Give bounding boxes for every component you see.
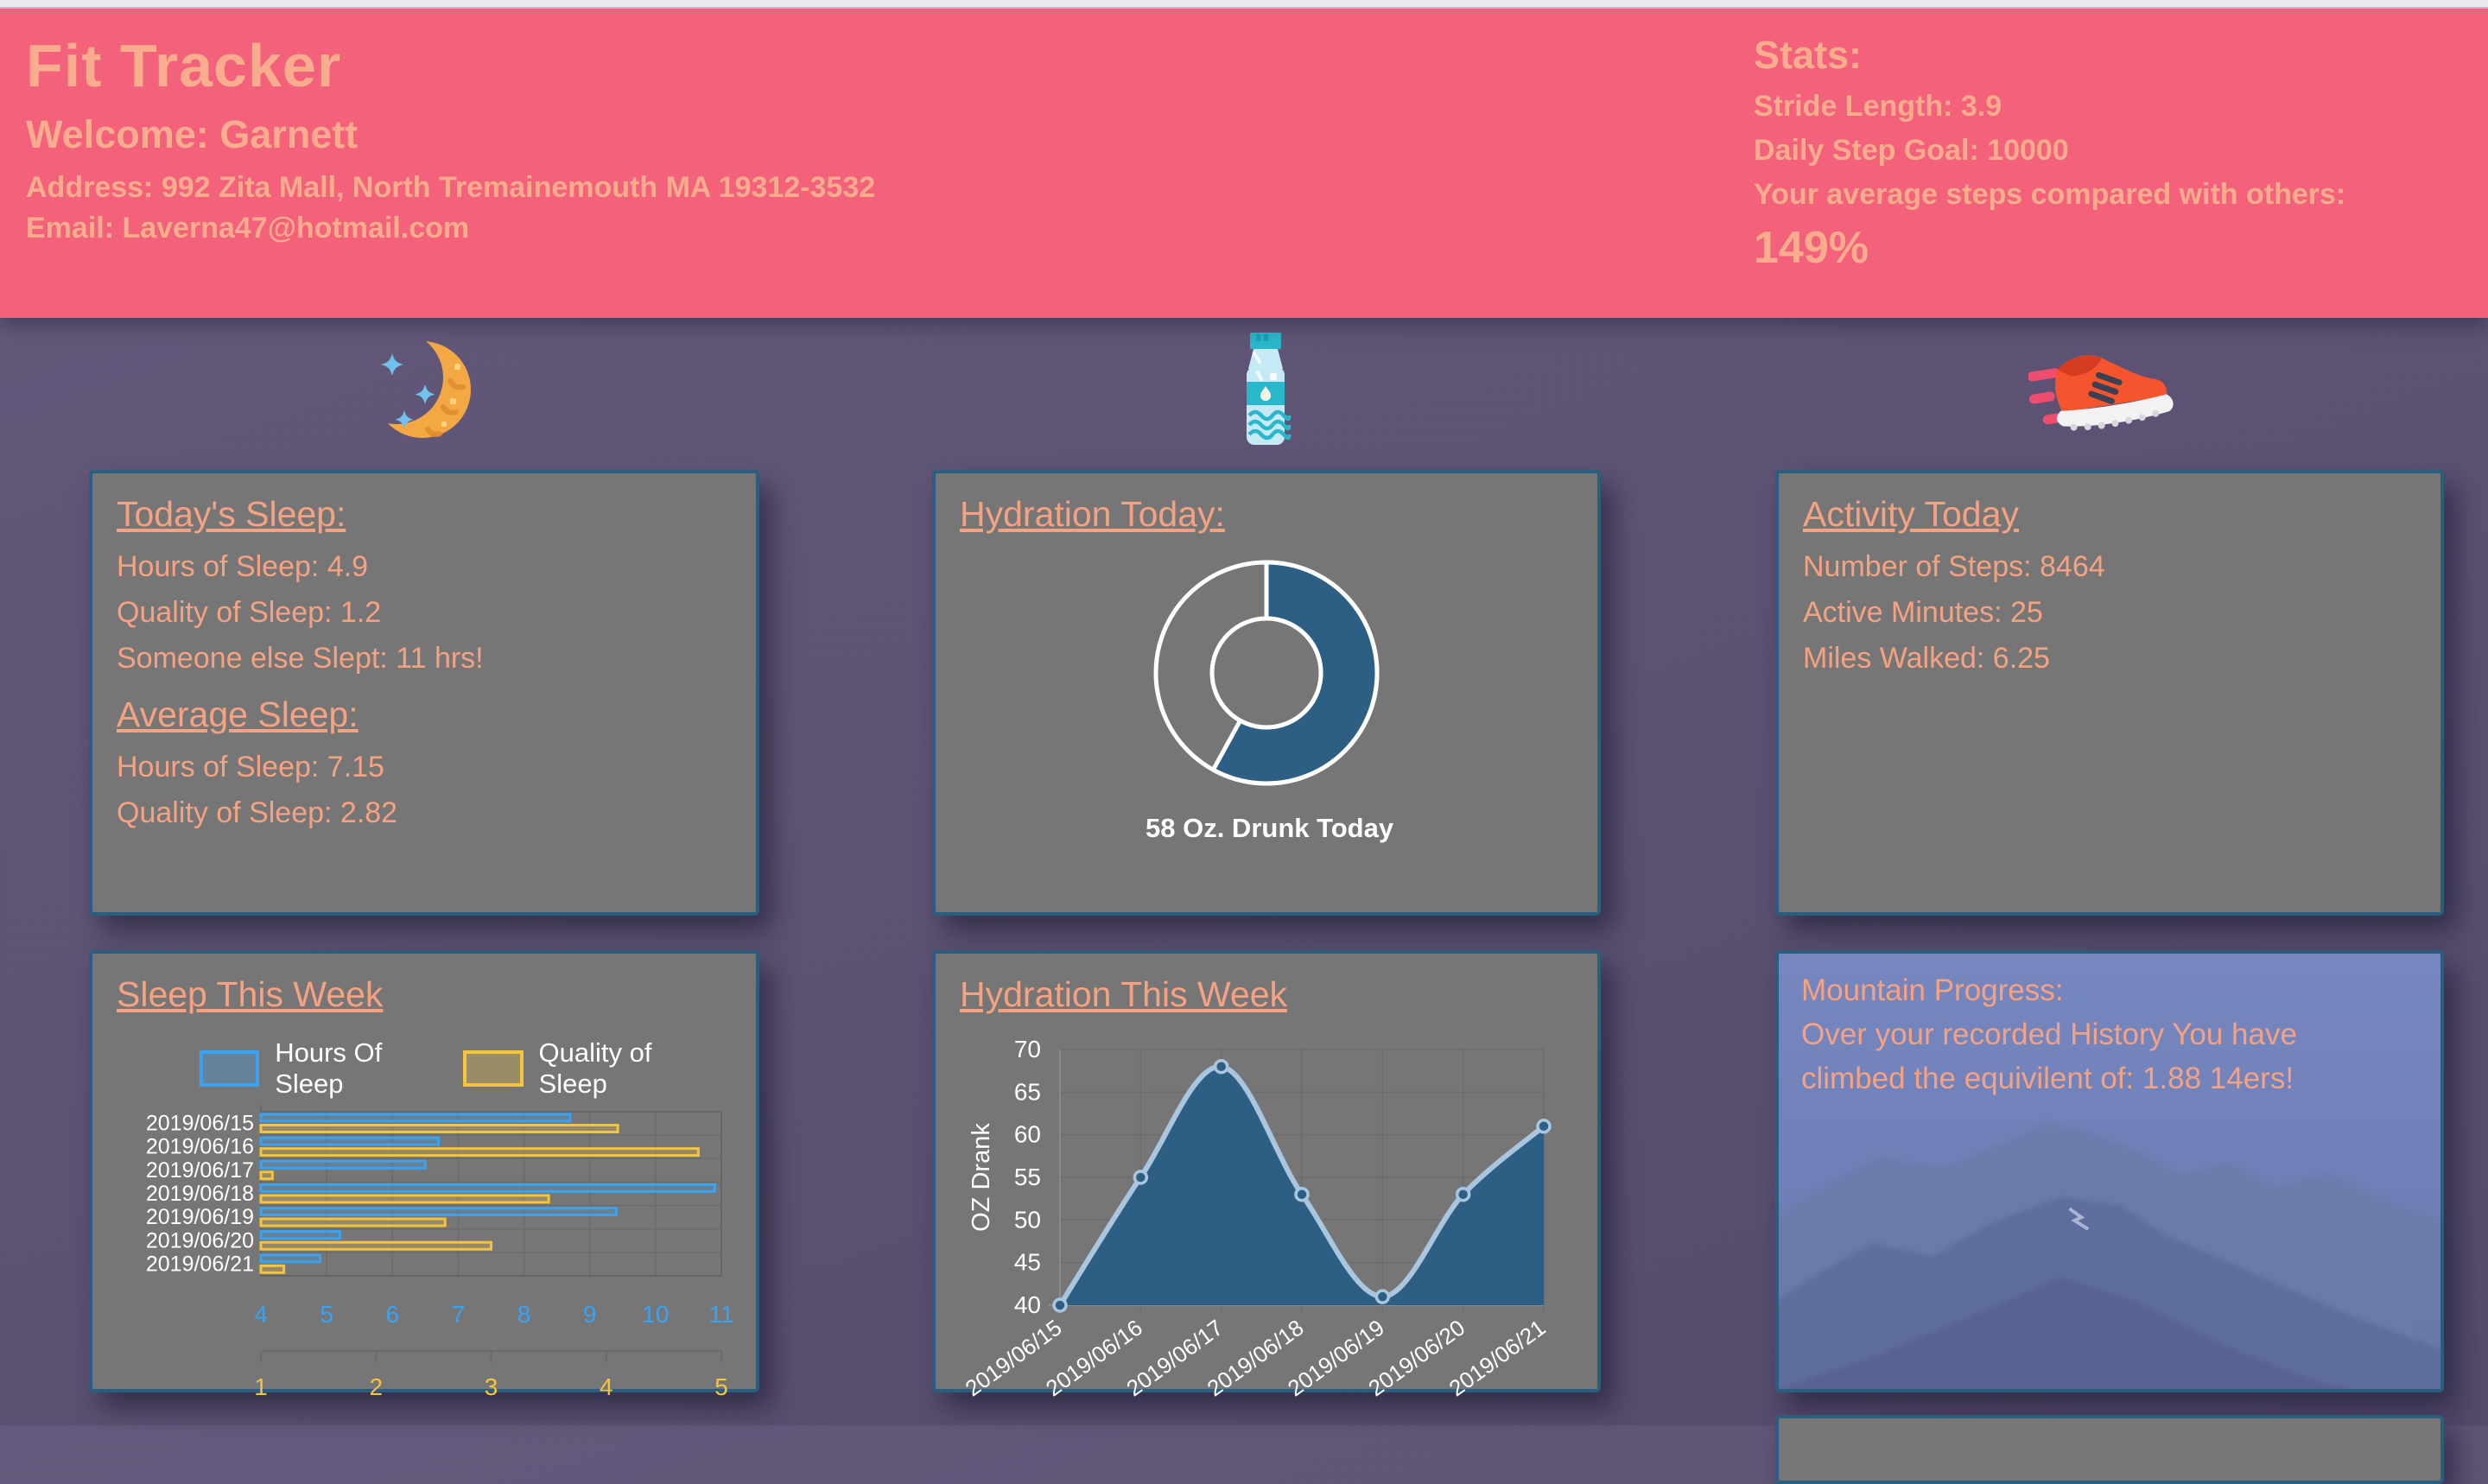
svg-text:45: 45: [1014, 1249, 1041, 1276]
stats-block: Stats: Stride Length: 3.9 Daily Step Goa…: [1754, 33, 2345, 274]
legend-swatch-quality[interactable]: [463, 1050, 524, 1087]
svg-text:2019/06/20: 2019/06/20: [146, 1228, 254, 1253]
hydration-donut-label: 58 Oz. Drunk Today: [1146, 813, 1394, 843]
svg-text:2019/06/21: 2019/06/21: [146, 1252, 254, 1276]
welcome-text: Welcome: Garnett: [26, 112, 359, 156]
legend-label-quality[interactable]: Quality of Sleep: [538, 1037, 652, 1099]
avg-sleep-hours-line: Hours of Sleep: 7.15: [117, 751, 384, 783]
hydration-donut-chart[interactable]: [1146, 550, 1387, 796]
svg-text:6: 6: [385, 1301, 399, 1328]
mountain-progress-card: Mountain Progress: Over your recorded Hi…: [1775, 950, 2444, 1392]
sleep-today-card: Today's Sleep: Hours of Sleep: 4.9 Quali…: [89, 470, 759, 916]
daily-step-goal: Daily Step Goal: 10000: [1754, 134, 2069, 167]
svg-text:9: 9: [583, 1301, 597, 1328]
sleep-week-heading: Sleep This Week: [117, 974, 384, 1014]
svg-text:8: 8: [517, 1301, 531, 1328]
header-user-info: Fit Tracker Welcome: Garnett Address: 99…: [26, 31, 875, 252]
svg-text:50: 50: [1014, 1206, 1041, 1233]
svg-text:2019/06/15: 2019/06/15: [146, 1112, 254, 1136]
sleep-week-card: Sleep This Week Hours Of Sleep Quality o…: [89, 950, 759, 1400]
activity-today-card: Activity Today Number of Steps: 8464 Act…: [1775, 470, 2444, 916]
sleep-hours-line: Hours of Sleep: 4.9: [117, 550, 369, 583]
avg-sleep-quality-line: Quality of Sleep: 2.82: [117, 796, 398, 829]
mountain-progress-body: Over your recorded History You have clim…: [1801, 1017, 2297, 1095]
svg-text:5: 5: [320, 1301, 333, 1328]
active-minutes-line: Active Minutes: 25: [1803, 596, 2043, 629]
svg-text:4: 4: [600, 1373, 613, 1400]
mountain-image: [1779, 954, 2440, 1389]
svg-text:60: 60: [1014, 1121, 1041, 1148]
stats-title: Stats:: [1754, 33, 1863, 77]
sleep-week-legend: Hours Of Sleep Quality of Sleep: [200, 1037, 732, 1100]
steps-compare-label: Your average steps compared with others:: [1754, 178, 2346, 211]
steps-compare-value: 149%: [1754, 223, 1869, 273]
user-email: Email: Laverna47@hotmail.com: [26, 212, 470, 244]
svg-text:2019/06/18: 2019/06/18: [146, 1182, 254, 1206]
moon-icon: [374, 341, 471, 438]
svg-text:1: 1: [254, 1373, 268, 1400]
mountain-progress-text: Mountain Progress: Over your recorded Hi…: [1801, 969, 2406, 1100]
header: Fit Tracker Welcome: Garnett Address: 99…: [0, 7, 2488, 318]
browser-top-strip: [0, 0, 2488, 9]
legend-swatch-hours[interactable]: [200, 1050, 260, 1087]
svg-text:55: 55: [1014, 1164, 1041, 1190]
svg-text:2019/06/17: 2019/06/17: [146, 1158, 254, 1183]
svg-text:2019/06/16: 2019/06/16: [146, 1135, 254, 1159]
activity-today-heading: Activity Today: [1803, 494, 2019, 534]
user-address: Address: 992 Zita Mall, North Tremainemo…: [26, 171, 876, 204]
mountain-progress-title: Mountain Progress:: [1801, 973, 2064, 1007]
page-title: Fit Tracker: [26, 32, 342, 99]
svg-text:7: 7: [452, 1301, 466, 1328]
svg-text:4: 4: [254, 1301, 268, 1328]
average-sleep-heading: Average Sleep:: [117, 694, 359, 734]
hydration-today-card: Hydration Today: 58 Oz. Drunk Today: [932, 470, 1601, 916]
hydration-today-heading: Hydration Today:: [960, 494, 1225, 534]
sleep-week-bar-chart[interactable]: 2019/06/152019/06/162019/06/172019/06/18…: [117, 1105, 735, 1404]
sleep-other-line: Someone else Slept: 11 hrs!: [117, 642, 484, 675]
svg-text:2: 2: [369, 1373, 383, 1400]
steps-line: Number of Steps: 8464: [1803, 550, 2105, 583]
svg-text:11: 11: [708, 1301, 733, 1328]
legend-label-hours[interactable]: Hours Of Sleep: [275, 1037, 383, 1099]
svg-text:70: 70: [1014, 1036, 1041, 1062]
svg-text:10: 10: [642, 1301, 669, 1328]
svg-text:2019/06/19: 2019/06/19: [146, 1205, 254, 1229]
svg-text:3: 3: [485, 1373, 498, 1400]
svg-text:40: 40: [1014, 1291, 1041, 1318]
running-shoe-icon: [2028, 355, 2174, 431]
svg-text:5: 5: [714, 1373, 728, 1400]
miles-walked-line: Miles Walked: 6.25: [1803, 642, 2050, 675]
next-card-partial: [1775, 1415, 2444, 1484]
svg-text:65: 65: [1014, 1078, 1041, 1105]
sleep-quality-line: Quality of Sleep: 1.2: [117, 596, 382, 629]
water-bottle-icon: [1247, 333, 1292, 445]
hydration-week-card: Hydration This Week 40 45 50 55 60 65 70 OZ Dra…: [932, 950, 1601, 1401]
hydration-week-heading: Hydration This Week: [960, 974, 1288, 1014]
stride-length: Stride Length: 3.9: [1754, 90, 2002, 123]
svg-text:OZ Drank: OZ Drank: [968, 1123, 995, 1232]
sleep-today-heading: Today's Sleep:: [117, 494, 346, 534]
